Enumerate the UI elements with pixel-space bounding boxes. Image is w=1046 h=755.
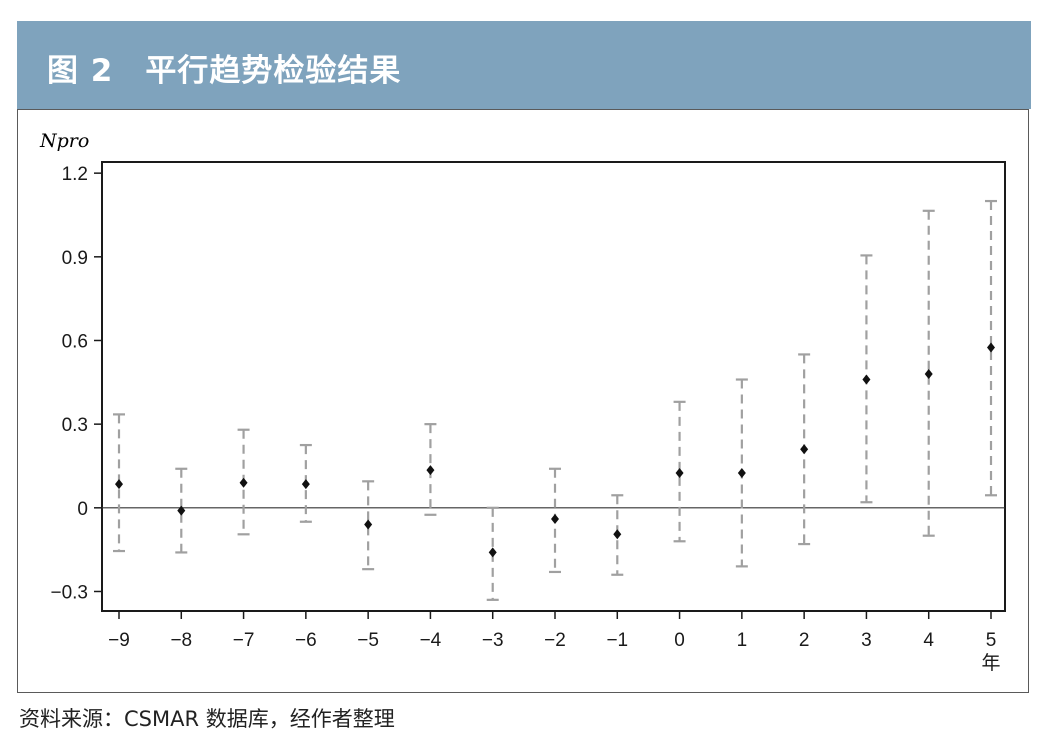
point-estimate (115, 479, 123, 490)
point-estimate (426, 465, 435, 476)
x-tick-label: −5 (357, 630, 379, 651)
point-estimate (800, 444, 809, 455)
point-estimate (551, 513, 559, 524)
y-tick-label: −0.3 (50, 582, 88, 603)
y-tick-label: 0.9 (62, 248, 88, 269)
x-tick-label: −6 (295, 630, 317, 651)
y-tick-label: 0.3 (62, 415, 88, 436)
x-tick-label: −2 (544, 630, 566, 651)
point-estimate (488, 547, 497, 558)
x-tick-label: −7 (233, 630, 255, 651)
point-estimate (862, 374, 871, 385)
source-note: 资料来源：CSMAR 数据库，经作者整理 (19, 707, 395, 731)
point-estimate (364, 519, 373, 530)
point-estimate (613, 529, 622, 540)
y-axis-label: Npro (39, 130, 89, 152)
x-tick-label: 5 (986, 630, 997, 651)
x-tick-label: 2 (799, 630, 810, 651)
x-tick-label: −1 (606, 630, 628, 651)
chart-frame (17, 109, 1029, 693)
x-tick-label: 1 (737, 630, 748, 651)
figure-title: 图 2 平行趋势检验结果 (47, 53, 402, 89)
x-tick-label: 4 (923, 630, 934, 651)
point-estimate (737, 467, 746, 478)
x-tick-label: 0 (674, 630, 685, 651)
x-tick-label: 3 (861, 630, 872, 651)
x-tick-label: −9 (108, 630, 130, 651)
point-estimate (924, 368, 933, 379)
x-tick-label: −3 (482, 630, 504, 651)
x-tick-label: −4 (420, 630, 442, 651)
point-estimate (239, 477, 248, 488)
x-axis-label: 年 (981, 652, 1000, 674)
point-estimate (301, 479, 310, 490)
point-estimate (675, 467, 684, 478)
point-estimate (987, 342, 995, 353)
y-tick-label: 0 (77, 499, 88, 520)
point-estimate (177, 505, 186, 516)
plot-area-border (101, 161, 1006, 612)
figure-header: 图 2 平行趋势检验结果 (17, 21, 1031, 109)
y-tick-label: 1.2 (62, 164, 88, 185)
x-tick-label: −8 (170, 630, 192, 651)
y-tick-label: 0.6 (62, 331, 88, 352)
